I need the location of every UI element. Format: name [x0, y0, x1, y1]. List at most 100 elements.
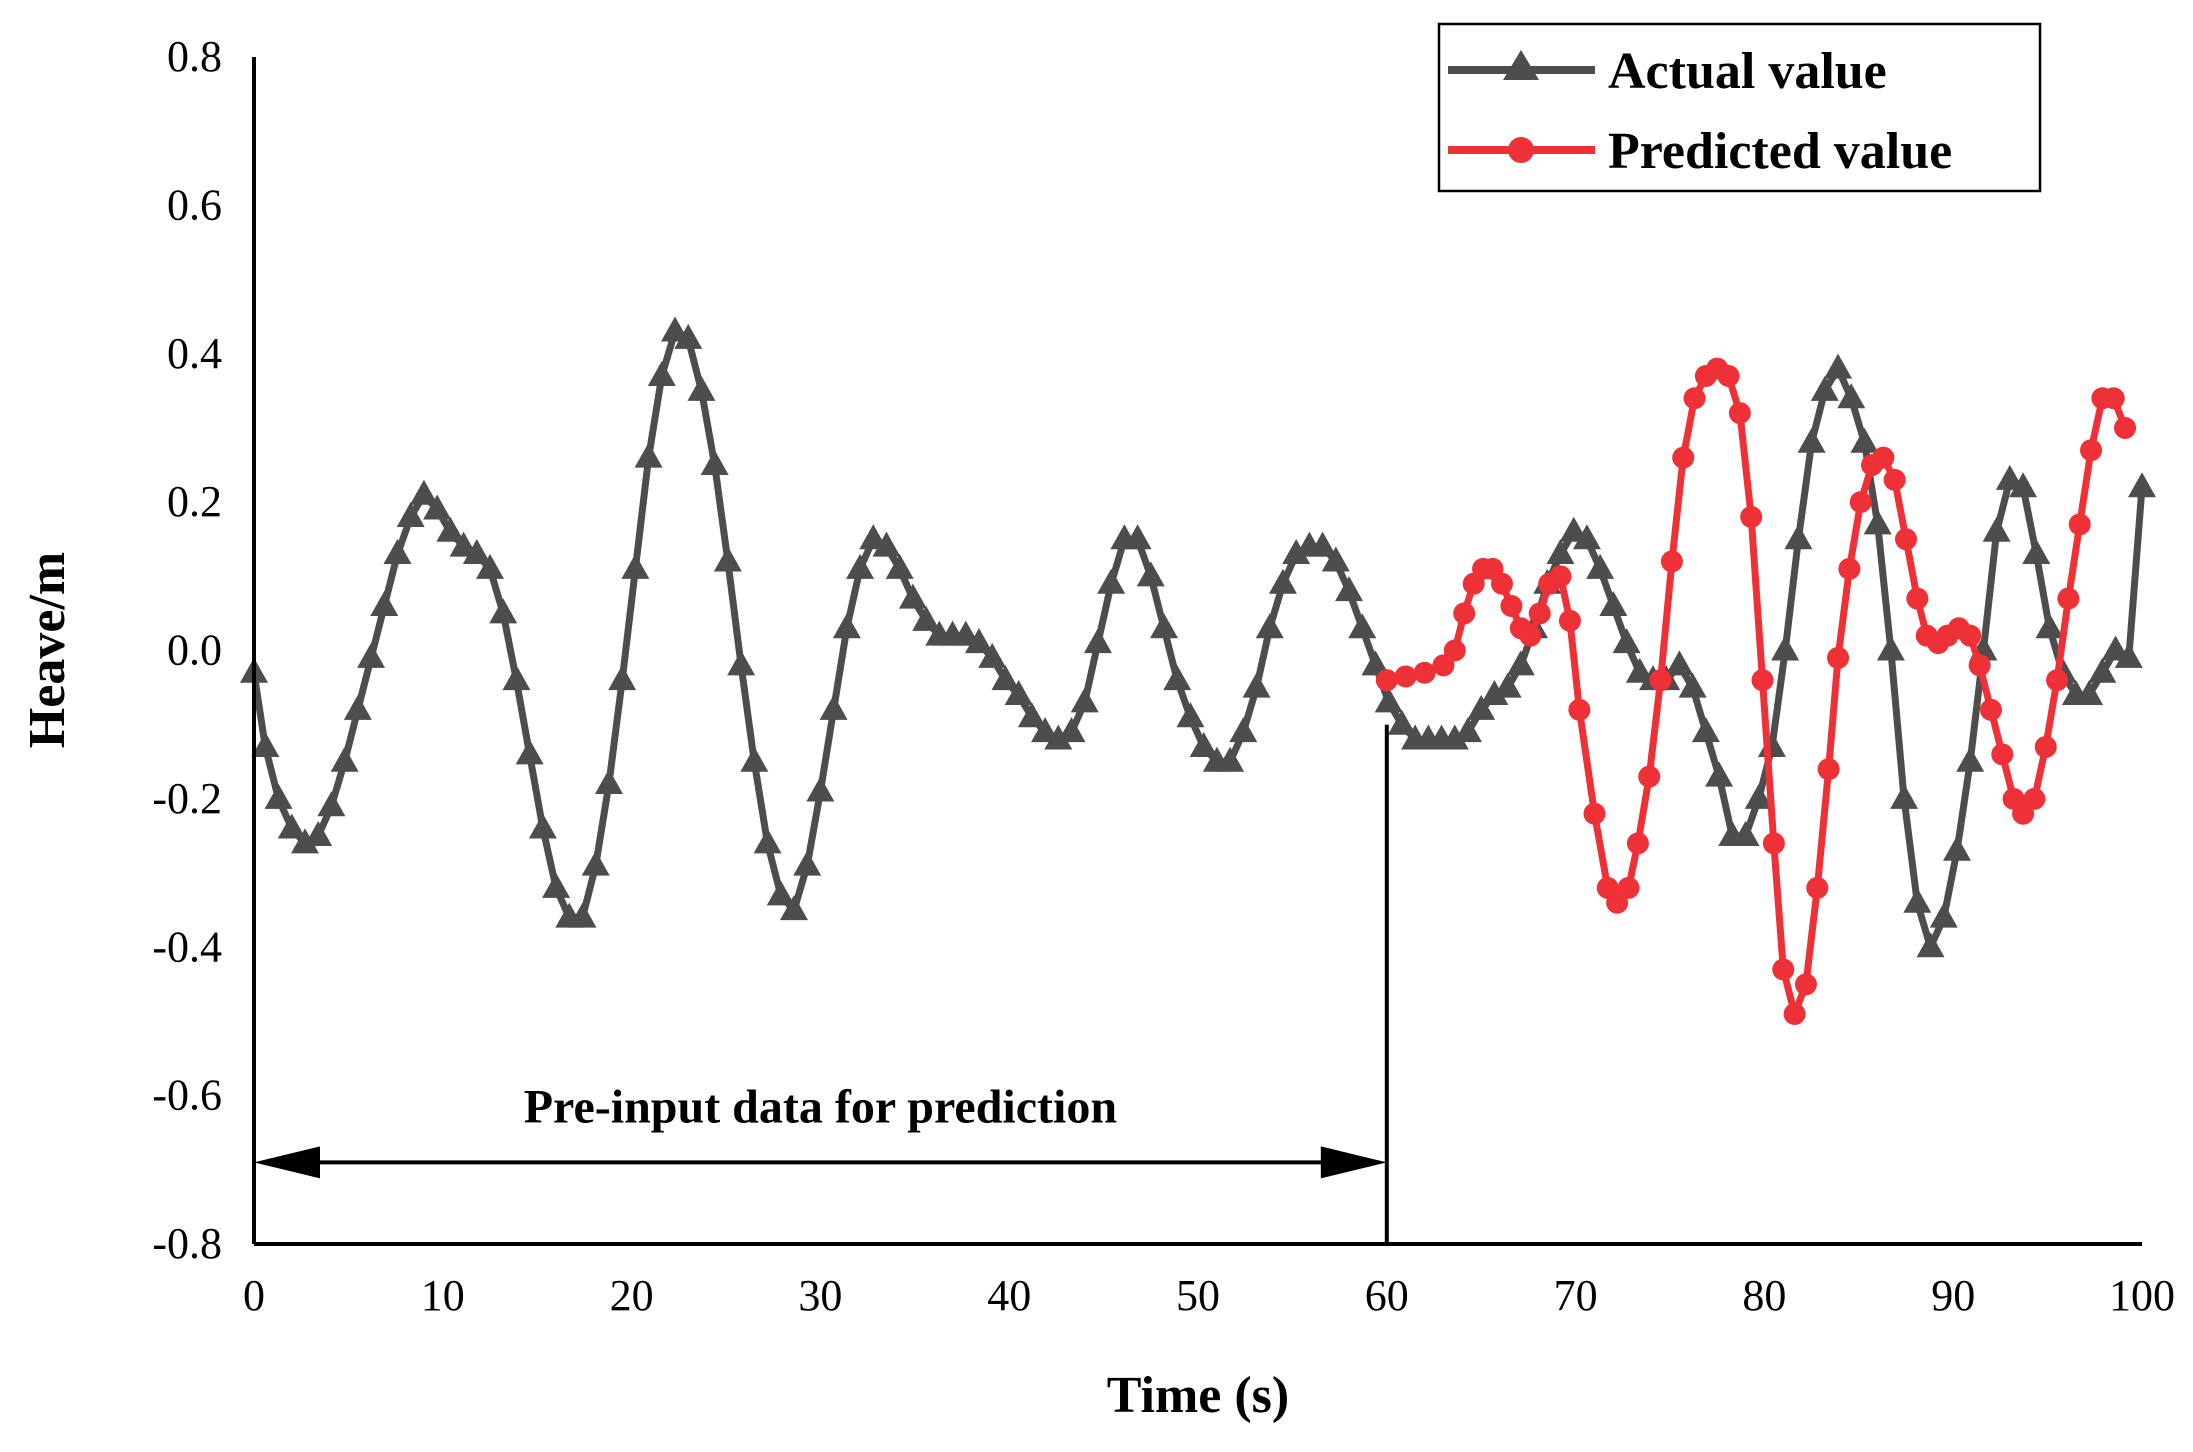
data-point-predicted — [1626, 832, 1649, 855]
data-point-actual — [1771, 635, 1800, 661]
data-point-actual — [1982, 516, 2011, 542]
data-point-predicted — [1660, 550, 1683, 573]
data-point-predicted — [1519, 624, 1542, 647]
data-point-predicted — [1443, 639, 1466, 662]
data-point-actual — [2075, 680, 2104, 706]
y-tick-label: -0.8 — [152, 1219, 222, 1268]
series-actual — [240, 316, 2156, 958]
x-tick-label: 60 — [1365, 1271, 1409, 1320]
data-point-actual — [1387, 709, 1416, 735]
x-tick-label: 50 — [1176, 1271, 1220, 1320]
data-point-predicted — [1432, 654, 1455, 677]
data-point-actual — [542, 872, 571, 898]
data-point-predicted — [1672, 446, 1695, 469]
y-axis-title: Heave/m — [19, 552, 76, 748]
x-tick-label: 70 — [1554, 1271, 1598, 1320]
data-point-actual — [1797, 427, 1826, 453]
data-point-actual — [1308, 531, 1337, 557]
data-point-actual — [1863, 509, 1892, 535]
data-point-actual — [1784, 524, 1813, 550]
data-point-actual — [964, 628, 993, 654]
data-point-actual — [779, 895, 808, 921]
data-point-actual — [1744, 783, 1773, 809]
y-tick-label: -0.4 — [152, 922, 222, 971]
data-point-actual — [383, 539, 412, 565]
data-point-actual — [1321, 546, 1350, 572]
data-point-actual — [872, 531, 901, 557]
data-point-predicted — [2080, 439, 2103, 462]
data-point-actual — [832, 613, 861, 639]
data-point-predicted — [1549, 565, 1572, 588]
data-point-actual — [1017, 702, 1046, 728]
data-point-actual — [898, 583, 927, 609]
data-point-predicted — [1968, 654, 1991, 677]
data-point-actual — [727, 650, 756, 676]
data-point-actual — [819, 694, 848, 720]
data-point-actual — [2035, 613, 2064, 639]
data-point-actual — [991, 665, 1020, 691]
data-point-actual — [766, 880, 795, 906]
data-point-actual — [2088, 657, 2117, 683]
x-tick-label: 20 — [610, 1271, 654, 1320]
data-point-actual — [476, 553, 504, 579]
data-point-actual — [1097, 568, 1126, 594]
legend-marker-predicted — [1508, 137, 1534, 163]
data-point-actual — [1810, 375, 1839, 401]
x-tick-label: 0 — [243, 1271, 265, 1320]
data-point-actual — [502, 665, 531, 691]
data-point-predicted — [1895, 528, 1917, 551]
data-point-predicted — [1638, 765, 1661, 788]
data-point-actual — [1757, 731, 1786, 757]
x-tick-label: 100 — [2109, 1271, 2175, 1320]
data-point-predicted — [1751, 669, 1774, 692]
data-point-actual — [277, 813, 306, 839]
data-point-actual — [647, 361, 676, 387]
data-point-actual — [594, 769, 623, 795]
data-point-predicted — [1794, 973, 1817, 996]
data-point-actual — [1942, 835, 1971, 861]
data-point-predicted — [1717, 365, 1740, 388]
data-point-predicted — [1558, 609, 1581, 632]
data-point-actual — [1493, 672, 1522, 698]
data-point-actual — [912, 605, 941, 631]
y-tick-label: 0.8 — [167, 32, 222, 81]
data-point-predicted — [1772, 958, 1795, 981]
data-point-actual — [1216, 746, 1245, 772]
data-point-actual — [1837, 383, 1866, 409]
data-point-actual — [1731, 820, 1760, 846]
x-tick-label: 90 — [1931, 1271, 1975, 1320]
data-point-actual — [1282, 539, 1311, 565]
data-point-actual — [1163, 665, 1192, 691]
data-point-actual — [978, 642, 1007, 668]
data-point-actual — [608, 665, 637, 691]
data-point-predicted — [1991, 743, 2014, 766]
data-point-actual — [1890, 783, 1919, 809]
data-point-predicted — [1817, 758, 1840, 781]
data-point-predicted — [2046, 669, 2069, 692]
data-point-actual — [806, 776, 835, 802]
data-point-actual — [1903, 887, 1932, 913]
data-point-predicted — [2068, 513, 2091, 536]
annotation-layer: Pre-input data for prediction — [254, 724, 1389, 1244]
data-point-actual — [1665, 650, 1694, 676]
data-point-predicted — [1413, 661, 1436, 684]
data-point-actual — [1057, 717, 1086, 743]
legend-label-actual: Actual value — [1608, 43, 1887, 100]
data-point-actual — [1480, 680, 1509, 706]
data-point-predicted — [1827, 646, 1850, 669]
x-tick-labels: 0 10 20 30 40 50 60 70 80 90 100 — [243, 1271, 2175, 1320]
data-point-predicted — [1583, 802, 1606, 825]
y-tick-label: 0.4 — [167, 329, 222, 378]
data-point-actual — [1004, 680, 1033, 706]
data-point-actual — [343, 694, 372, 720]
data-point-predicted — [1979, 698, 2002, 721]
data-point-actual — [1678, 672, 1707, 698]
data-point-predicted — [1617, 876, 1640, 899]
data-point-actual — [409, 479, 438, 505]
data-point-predicted — [2102, 387, 2125, 410]
y-tick-label: -0.6 — [152, 1071, 222, 1120]
data-point-predicted — [1806, 876, 1829, 899]
data-point-predicted — [1606, 891, 1629, 914]
data-point-actual — [528, 813, 557, 839]
